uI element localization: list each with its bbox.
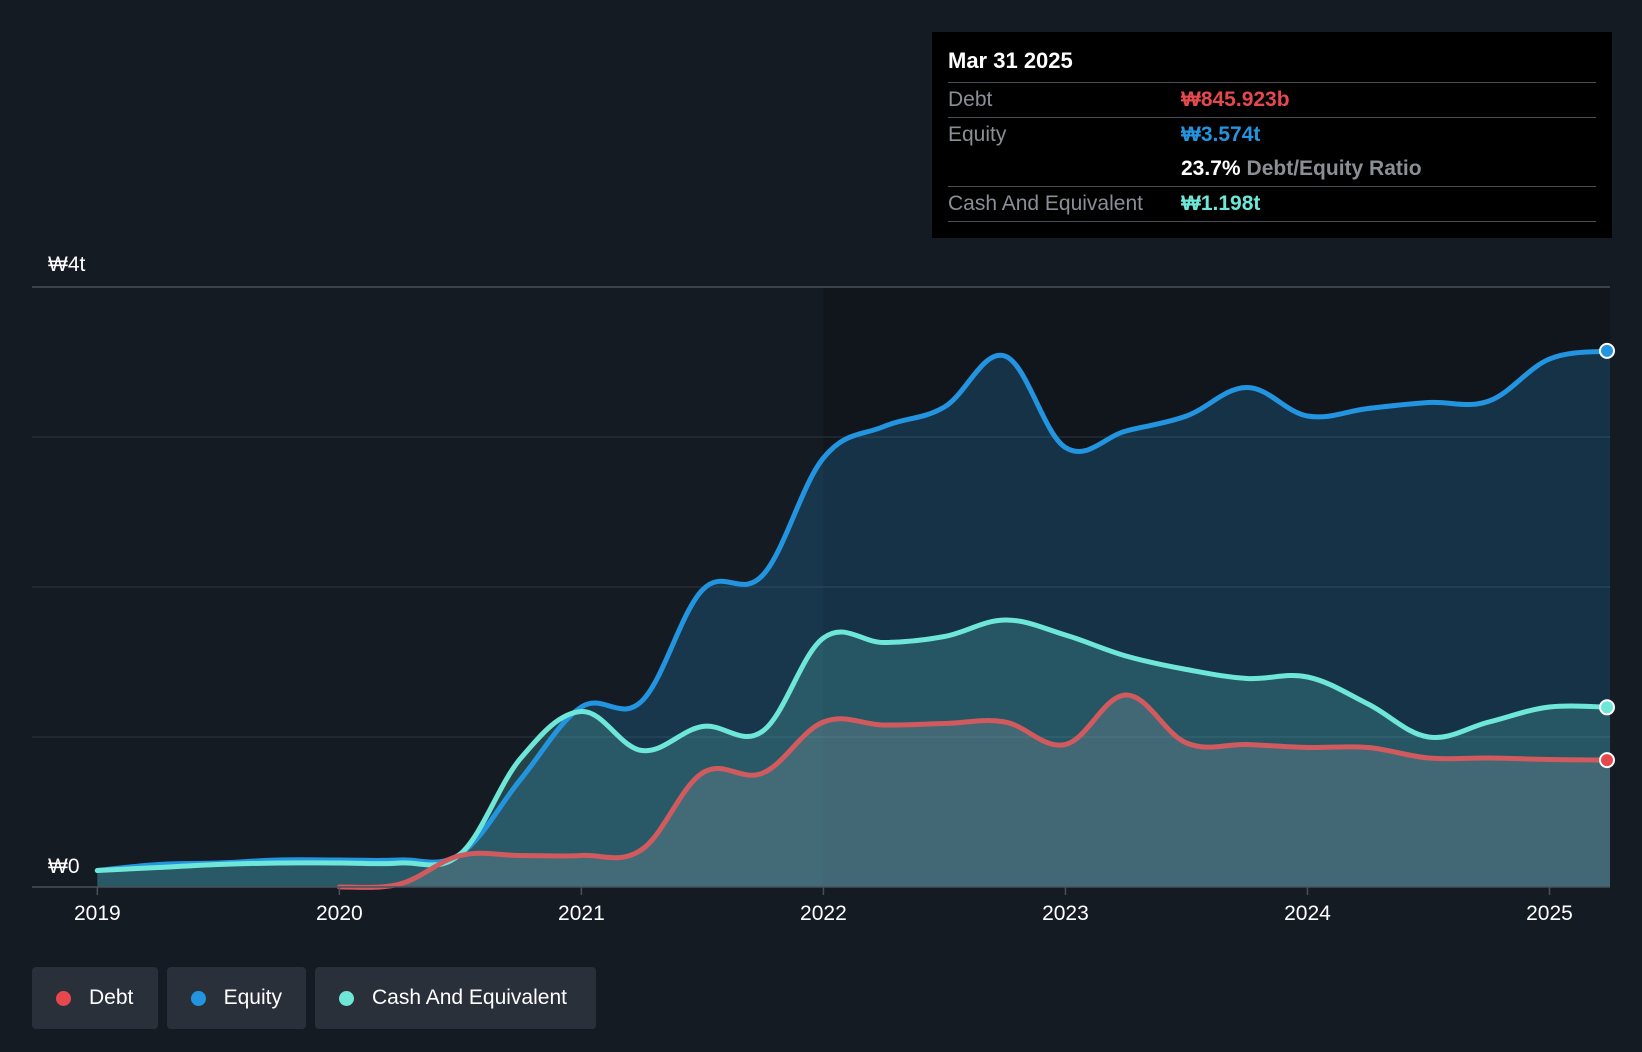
tooltip-cash-label: Cash And Equivalent bbox=[948, 192, 1143, 215]
end-markers bbox=[1599, 342, 1615, 769]
cash-end-marker bbox=[1599, 699, 1615, 716]
tooltip-cash-value: ₩1.198t bbox=[1181, 192, 1261, 215]
cash-line bbox=[94, 617, 1613, 873]
equity-area bbox=[97, 350, 1610, 887]
series-lines bbox=[94, 348, 1613, 890]
tooltip-equity-value: ₩3.574t bbox=[1181, 123, 1261, 146]
x-tick-label: 2022 bbox=[800, 902, 847, 925]
tooltip-ratio-label: Debt/Equity Ratio bbox=[1246, 157, 1422, 180]
legend-debt-label: Debt bbox=[89, 986, 134, 1009]
axes: ₩0 ₩4t 2019 2020 2021 2022 2023 2024 2025 bbox=[32, 253, 1610, 925]
debt-line bbox=[336, 692, 1613, 890]
tooltip-row-cash: Cash And Equivalent ₩1.198t bbox=[948, 186, 1596, 222]
tooltip-ratio-value: 23.7% bbox=[1181, 157, 1241, 180]
equity-line bbox=[94, 348, 1613, 873]
x-tick-label: 2025 bbox=[1526, 902, 1573, 925]
x-tick-label: 2019 bbox=[74, 902, 121, 925]
debt-dot-icon bbox=[56, 990, 71, 1006]
y-tick-label: ₩4t bbox=[48, 253, 86, 276]
tooltip-date: Mar 31 2025 bbox=[948, 48, 1073, 73]
cash-dot-icon bbox=[339, 990, 354, 1006]
legend-cash-label: Cash And Equivalent bbox=[372, 986, 567, 1009]
series-areas bbox=[97, 350, 1610, 888]
x-tick-label: 2021 bbox=[558, 902, 605, 925]
debt-end-marker bbox=[1599, 752, 1615, 769]
cash-area bbox=[97, 619, 1610, 887]
legend-item-cash[interactable]: Cash And Equivalent bbox=[315, 967, 596, 1029]
legend-equity-label: Equity bbox=[223, 986, 282, 1009]
equity-dot-icon bbox=[191, 990, 206, 1006]
tooltip-debt-value: ₩845.923b bbox=[1181, 88, 1290, 111]
y-tick-label: ₩0 bbox=[48, 855, 80, 878]
tooltip-row-equity: Equity ₩3.574t bbox=[948, 117, 1596, 152]
tooltip: Mar 31 2025 Debt ₩845.923b Equity ₩3.574… bbox=[932, 32, 1612, 238]
tooltip-debt-label: Debt bbox=[948, 88, 993, 111]
debt-area bbox=[339, 694, 1610, 888]
tooltip-equity-label: Equity bbox=[948, 123, 1007, 146]
tooltip-row-debt: Debt ₩845.923b bbox=[948, 82, 1596, 117]
equity-end-marker bbox=[1599, 342, 1615, 359]
x-tick-label: 2023 bbox=[1042, 902, 1089, 925]
legend: Debt Equity Cash And Equivalent bbox=[32, 967, 596, 1029]
x-tick-label: 2020 bbox=[316, 902, 363, 925]
legend-item-debt[interactable]: Debt bbox=[32, 967, 158, 1029]
tooltip-row-ratio: 23.7% Debt/Equity Ratio bbox=[948, 152, 1596, 186]
x-tick-label: 2024 bbox=[1284, 902, 1331, 925]
legend-item-equity[interactable]: Equity bbox=[167, 967, 306, 1029]
gridlines bbox=[32, 286, 1610, 888]
